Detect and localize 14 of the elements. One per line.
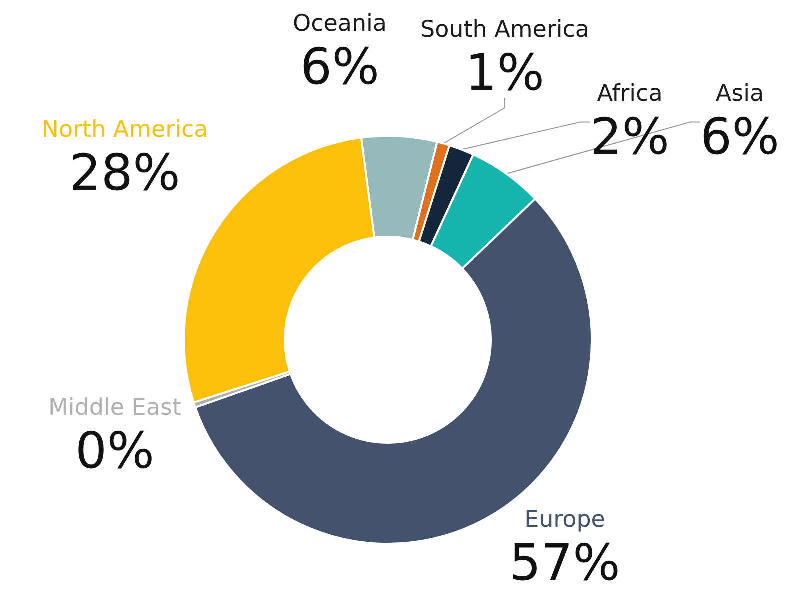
data-label: 6% bbox=[300, 38, 380, 96]
data-label: 28% bbox=[69, 144, 181, 202]
slice-label: Asia bbox=[716, 81, 764, 107]
data-label: 1% bbox=[465, 44, 545, 102]
slice-label: South America bbox=[420, 17, 590, 43]
data-label: 0% bbox=[75, 422, 155, 480]
slice-label: Africa bbox=[597, 81, 663, 107]
slice-label: Middle East bbox=[48, 395, 182, 421]
data-label: 2% bbox=[590, 108, 670, 166]
slice-label: Oceania bbox=[292, 11, 388, 37]
slice-label: North America bbox=[42, 117, 208, 143]
data-label: 57% bbox=[509, 534, 621, 592]
data-label: 6% bbox=[700, 108, 780, 166]
slice-label: Europe bbox=[524, 507, 606, 533]
